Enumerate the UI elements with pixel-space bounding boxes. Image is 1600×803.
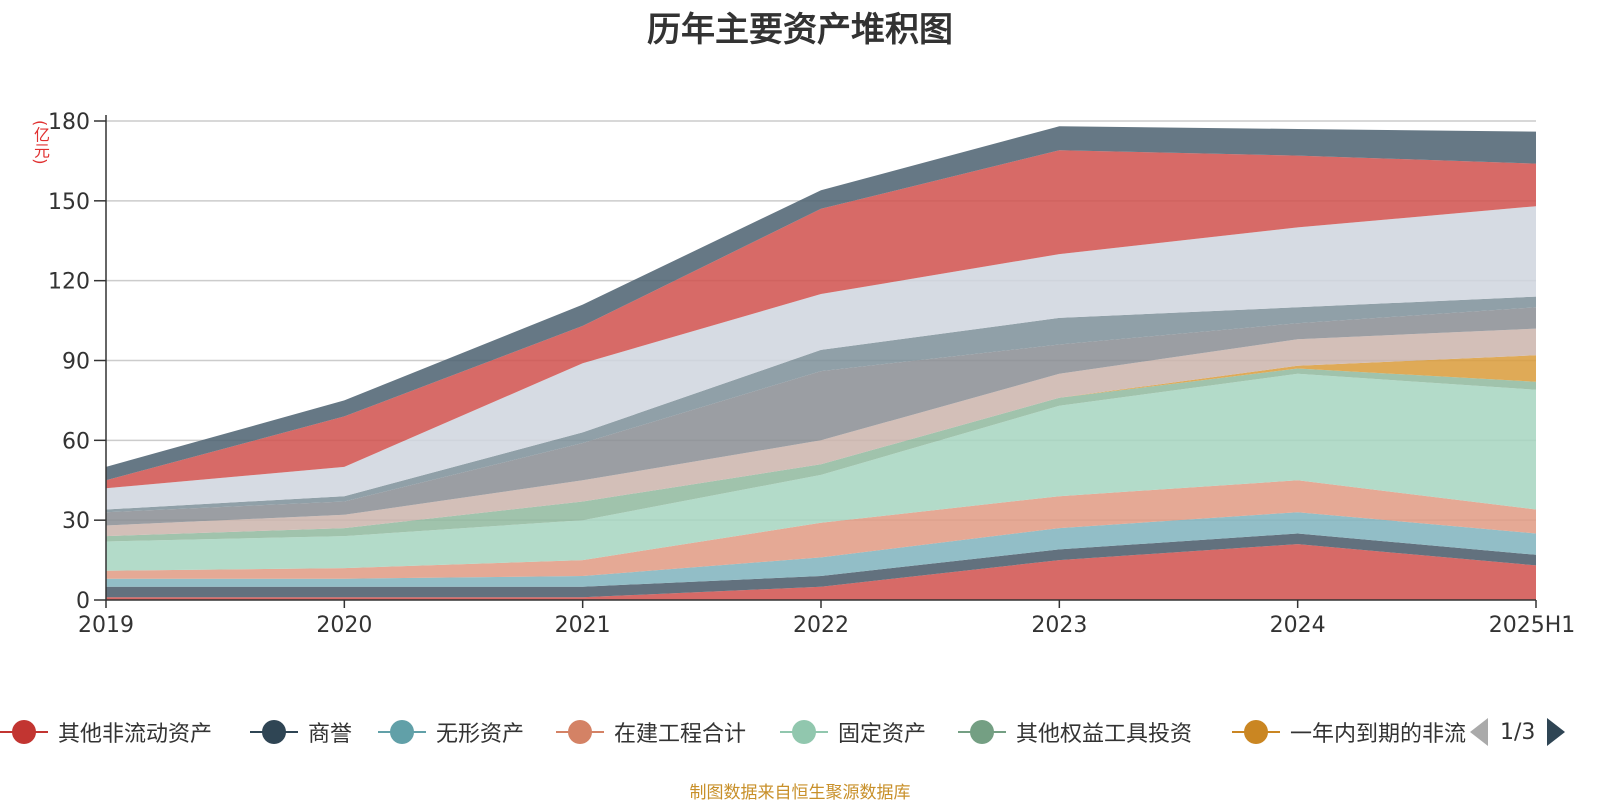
y-tick-label: 0	[76, 589, 90, 614]
data-source-note: 制图数据来自恒生聚源数据库	[689, 783, 911, 803]
stacked-area-chart: 0 30 60 90 120 150 180 2019 2020 2021 2022 2023 2024…	[48, 110, 1575, 638]
legend-swatch-icon	[958, 720, 1006, 744]
legend: 其他非流动资产 商誉 无形资产 在建工程合计 固定资产 其他权益工具投资 一年内到期的非流	[0, 714, 1600, 754]
legend-item[interactable]: 商誉	[250, 714, 352, 750]
x-tick-label: 2019	[78, 613, 134, 638]
legend-item[interactable]: 无形资产	[378, 714, 524, 750]
area-series-12[interactable]	[106, 126, 1536, 481]
legend-swatch-icon	[378, 720, 426, 744]
x-tick-label: 2023	[1031, 613, 1087, 638]
legend-label: 一年内到期的非流	[1290, 722, 1467, 747]
legend-next-page-icon[interactable]	[1547, 718, 1566, 746]
area-series-10[interactable]	[106, 206, 1536, 510]
chart-title: 历年主要资产堆积图	[647, 10, 953, 50]
area-series-3[interactable]	[106, 480, 1536, 579]
y-axis-unit-label: (亿元)	[31, 120, 50, 165]
area-series-4[interactable]	[106, 373, 1536, 571]
legend-swatch-icon	[1232, 720, 1280, 744]
area-series-6[interactable]	[106, 355, 1536, 537]
y-tick-label: 60	[62, 429, 90, 454]
x-tick-label: 2025H1	[1489, 613, 1576, 638]
legend-item[interactable]: 在建工程合计	[556, 714, 746, 750]
legend-swatch-icon	[0, 720, 48, 744]
y-tick-label: 120	[48, 270, 90, 295]
legend-label: 无形资产	[436, 722, 525, 747]
legend-swatch-icon	[556, 720, 604, 744]
legend-swatch-icon	[780, 720, 828, 744]
x-tick-label: 2021	[555, 613, 611, 638]
legend-label: 其他权益工具投资	[1016, 722, 1193, 747]
legend-label: 在建工程合计	[614, 722, 747, 747]
area-series-7[interactable]	[106, 328, 1536, 537]
legend-item[interactable]: 固定资产	[780, 714, 926, 750]
area-series-11[interactable]	[106, 150, 1536, 489]
legend-prev-page-icon[interactable]	[1470, 718, 1488, 746]
legend-page-indicator: 1/3	[1500, 719, 1536, 745]
legend-swatch-icon	[250, 720, 298, 744]
legend-item[interactable]: 其他非流动资产	[0, 714, 212, 750]
area-series-2[interactable]	[106, 512, 1536, 587]
x-tick-label: 2024	[1270, 613, 1326, 638]
x-tick-label: 2020	[316, 613, 372, 638]
y-tick-label: 180	[48, 110, 90, 135]
legend-item[interactable]: 其他权益工具投资	[958, 714, 1192, 750]
area-series-layer[interactable]	[106, 126, 1536, 600]
area-series-0[interactable]	[106, 544, 1536, 600]
legend-label: 商誉	[308, 722, 353, 747]
legend-label: 其他非流动资产	[58, 722, 213, 747]
y-tick-label: 90	[62, 350, 90, 375]
legend-pager: 1/3	[1470, 714, 1566, 750]
x-tick-label: 2022	[793, 613, 849, 638]
legend-item[interactable]: 一年内到期的非流	[1232, 714, 1466, 750]
area-series-1[interactable]	[106, 533, 1536, 598]
legend-label: 固定资产	[838, 722, 927, 747]
axes: 0 30 60 90 120 150 180 2019 2020 2021 2022 2023 2024…	[48, 110, 1575, 638]
area-series-8[interactable]	[106, 307, 1536, 526]
y-tick-label: 30	[62, 509, 90, 534]
y-tick-label: 150	[48, 190, 90, 215]
